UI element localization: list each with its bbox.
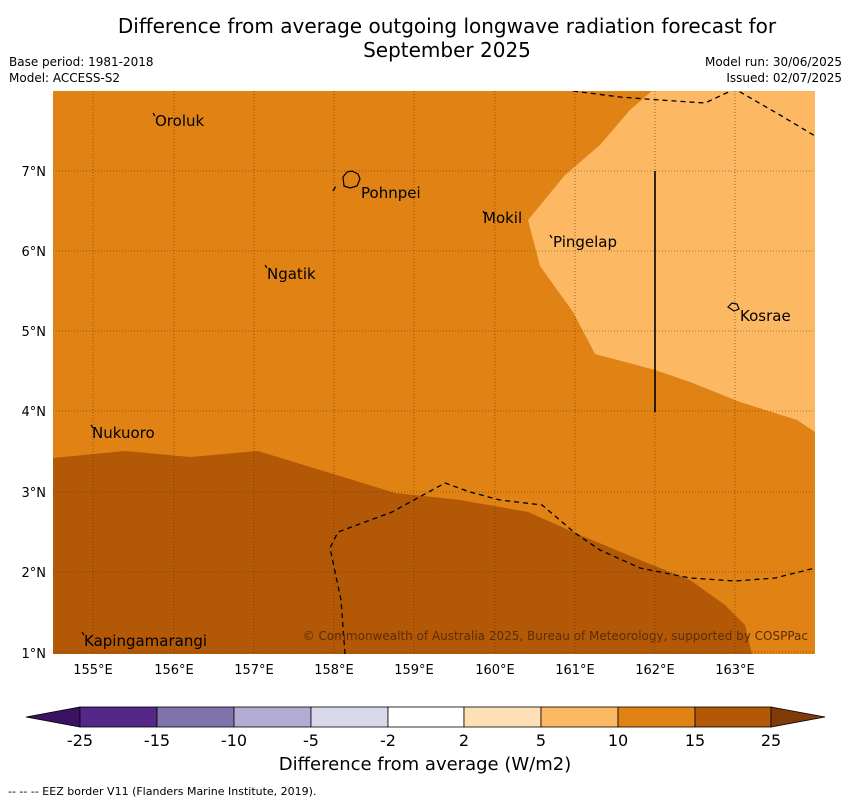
pohnpei-island (342, 170, 361, 189)
lon-tick-155: 155°E (73, 663, 113, 678)
lon-tick-158: 158°E (314, 663, 354, 678)
cb-tick-2: 2 (459, 731, 469, 750)
kosrae-island (727, 302, 740, 312)
colorbar-arrow-left (25, 706, 81, 728)
lon-tick-156: 156°E (154, 663, 194, 678)
lon-tick-159: 159°E (394, 663, 434, 678)
cb-tick-m5: -5 (303, 731, 319, 750)
lat-tick-2: 2°N (22, 566, 47, 581)
cb-tick-10: 10 (608, 731, 628, 750)
eez-borders (329, 91, 815, 654)
cb-tick-25: 25 (761, 731, 781, 750)
copyright-text: © Commonwealth of Australia 2025, Bureau… (303, 629, 808, 643)
title-line-2: September 2025 (363, 38, 531, 62)
colorbar: -25 -15 -10 -5 -2 2 5 10 15 25 (25, 706, 826, 750)
cb-tick-m2: -2 (380, 731, 396, 750)
colorbar-segment-3 (233, 706, 312, 728)
colorbar-segment-1 (79, 706, 158, 728)
model-name: Model: ACCESS-S2 (9, 71, 121, 85)
colorbar-segment-7 (540, 706, 619, 728)
place-kosrae: Kosrae (740, 307, 791, 325)
colorbar-label: Difference from average (W/m2) (278, 754, 572, 775)
place-nukuoro: Nukuoro (92, 424, 155, 442)
colorbar-segment-2 (156, 706, 235, 728)
cb-tick-5: 5 (536, 731, 546, 750)
cb-tick-m15: -15 (144, 731, 170, 750)
issued-date: Issued: 02/07/2025 (726, 71, 842, 85)
meta-left: Base period: 1981-2018 Model: ACCESS-S2 (9, 54, 154, 86)
place-ngatik: Ngatik (267, 265, 316, 283)
colorbar-segment-6 (463, 706, 542, 728)
place-oroluk: Oroluk (155, 112, 204, 130)
cb-tick-m25: -25 (67, 731, 93, 750)
lat-tick-4: 4°N (22, 405, 47, 420)
eez-footer-note: -- -- -- EEZ border V11 (Flanders Marine… (8, 785, 317, 798)
lat-tick-3: 3°N (22, 486, 47, 501)
colorbar-segment-9 (694, 706, 772, 728)
place-mokil: Mokil (483, 209, 522, 227)
lon-tick-163: 163°E (715, 663, 755, 678)
title-line-1: Difference from average outgoing longwav… (117, 14, 777, 38)
place-pingelap: Pingelap (553, 233, 617, 251)
meta-right: Model run: 30/06/2025 Issued: 02/07/2025 (705, 54, 842, 86)
colorbar-segment-4 (310, 706, 389, 728)
band-15-25 (53, 451, 752, 654)
place-kapingamarangi: Kapingamarangi (84, 632, 207, 650)
lat-tick-7: 7°N (22, 165, 47, 180)
lat-tick-6: 6°N (22, 245, 47, 260)
island-outlines (81, 112, 740, 636)
lon-tick-157: 157°E (234, 663, 274, 678)
lat-tick-1: 1°N (22, 647, 47, 662)
colorbar-segment-8 (617, 706, 696, 728)
map-area: Oroluk Pohnpei Mokil Pingelap Ngatik Kos… (53, 91, 815, 654)
model-run: Model run: 30/06/2025 (704, 55, 842, 69)
cb-tick-m10: -10 (221, 731, 247, 750)
base-period: Base period: 1981-2018 (9, 55, 154, 69)
place-pohnpei: Pohnpei (361, 184, 421, 202)
lon-tick-160: 160°E (475, 663, 515, 678)
lon-tick-162: 162°E (635, 663, 675, 678)
lon-tick-161: 161°E (555, 663, 595, 678)
band-5-10 (528, 91, 815, 432)
lat-tick-5: 5°N (22, 325, 47, 340)
colorbar-segment-5 (387, 706, 465, 728)
cb-tick-15: 15 (685, 731, 705, 750)
chart-title: Difference from average outgoing longwav… (0, 14, 850, 62)
colorbar-arrow-right (770, 706, 826, 728)
